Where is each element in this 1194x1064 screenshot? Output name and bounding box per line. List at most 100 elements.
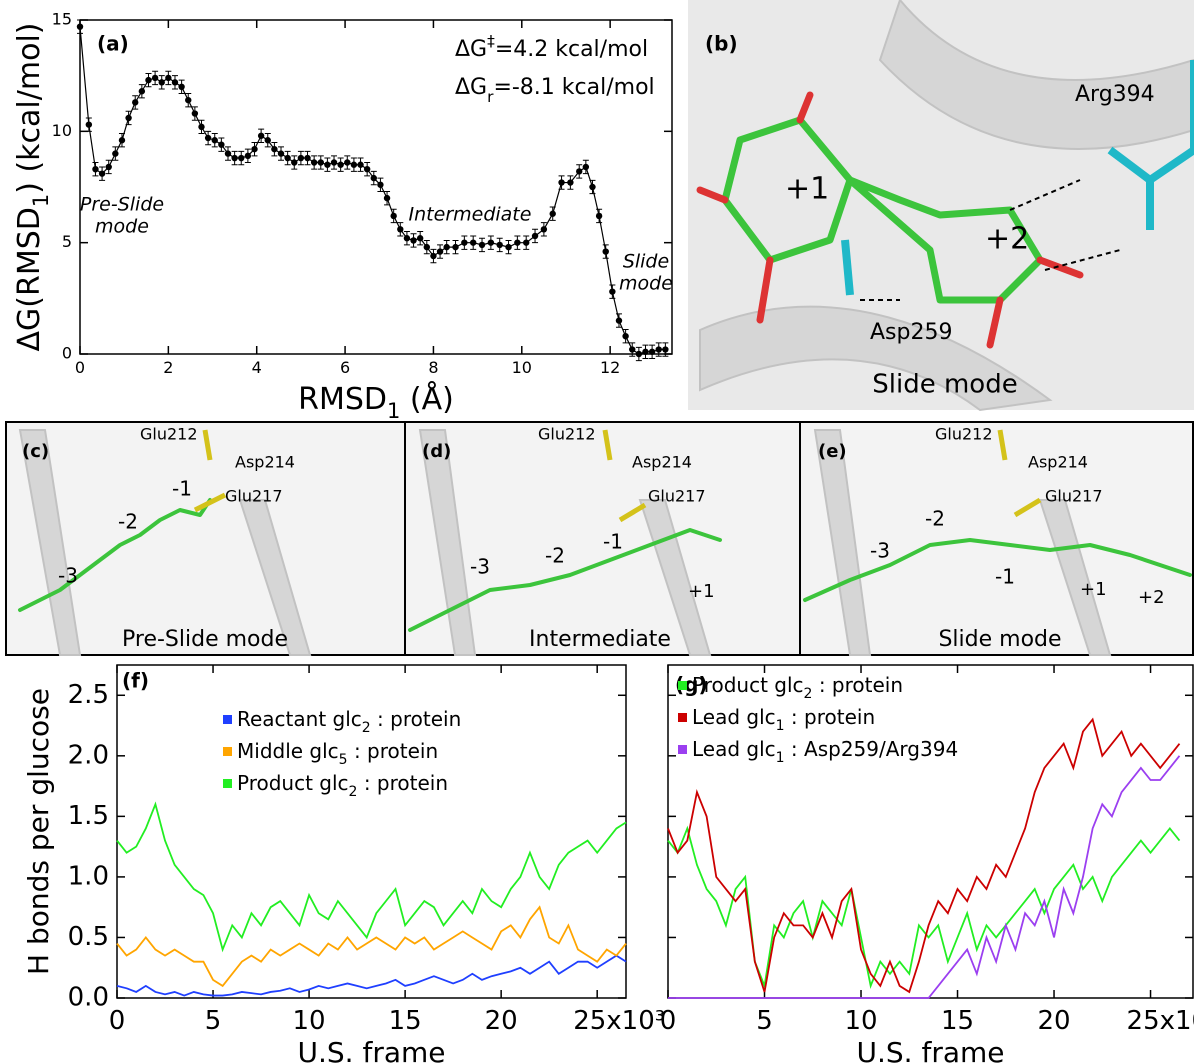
- residue-label: Arg394: [1075, 82, 1155, 107]
- y-tick-label: 0: [62, 344, 72, 363]
- legend-label-part: 5: [339, 752, 348, 768]
- legend-label-part: 1: [776, 718, 785, 734]
- data-point: [337, 162, 343, 168]
- legend-label-part: Lead glc: [692, 705, 776, 729]
- y-tick-label: 1.5: [68, 801, 109, 831]
- y-axis-label-part: 1: [29, 194, 53, 207]
- x-tick-label: 5: [756, 1006, 773, 1036]
- legend-label-part: 2: [804, 686, 813, 702]
- data-point: [523, 239, 529, 245]
- legend-label: Lead glc1 : Asp259/Arg394: [692, 737, 958, 767]
- annotation: Pre-Slide: [80, 194, 164, 216]
- y-axis-label: ΔG(RMSD1) (kcal/mol): [12, 23, 54, 352]
- data-point: [198, 124, 204, 130]
- x-tick-label: 20: [485, 1006, 518, 1036]
- image-caption: Pre-Slide mode: [122, 627, 288, 652]
- legend-label-part: Middle glc: [237, 739, 339, 763]
- legend-swatch: [678, 681, 687, 690]
- residue-label: Asp214: [632, 453, 692, 472]
- legend-swatch: [223, 747, 232, 756]
- data-point: [324, 162, 330, 168]
- data-point: [430, 253, 436, 259]
- series-line: [668, 828, 1179, 985]
- data-point: [159, 79, 165, 85]
- data-point: [558, 179, 564, 185]
- residue-label: -1: [603, 530, 623, 554]
- data-point: [139, 88, 145, 94]
- data-point: [258, 133, 264, 139]
- data-point: [532, 233, 538, 239]
- residue-label: +2: [1138, 587, 1165, 608]
- panel-label: (d): [422, 441, 451, 462]
- data-point: [567, 179, 573, 185]
- annotation-part: =-8.1 kcal/mol: [493, 75, 654, 100]
- data-point: [461, 239, 467, 245]
- data-point: [165, 75, 171, 81]
- data-point: [291, 159, 297, 165]
- data-point: [397, 226, 403, 232]
- data-point: [357, 162, 363, 168]
- x-tick-label: 20: [1037, 1006, 1070, 1036]
- legend-label: Reactant glc2 : protein: [237, 707, 461, 737]
- legend-label-part: 2: [362, 720, 371, 736]
- x-axis-label-part: (Å): [400, 381, 453, 417]
- legend-label-part: : protein: [785, 705, 876, 729]
- y-tick-label: 0.0: [68, 983, 109, 1013]
- x-axis-label-part: 1: [387, 399, 400, 423]
- residue-label: Glu217: [225, 487, 283, 506]
- data-point: [576, 168, 582, 174]
- legend-label: Lead glc1 : protein: [692, 705, 875, 735]
- data-point: [390, 213, 396, 219]
- data-point: [443, 244, 449, 250]
- data-point: [377, 182, 383, 188]
- data-point: [304, 155, 310, 161]
- data-point: [225, 150, 231, 156]
- data-point: [92, 166, 98, 172]
- legend-label-part: Lead glc: [692, 737, 776, 761]
- residue-label: Glu212: [538, 425, 596, 444]
- residue-label: +1: [785, 172, 829, 207]
- data-point: [622, 333, 628, 339]
- data-point: [596, 213, 602, 219]
- residue-label: -3: [58, 564, 78, 588]
- x-tick-label: 10: [293, 1006, 326, 1036]
- legend-label-part: : Asp259/Arg394: [785, 737, 959, 761]
- data-point: [371, 175, 377, 181]
- image-caption: Slide mode: [872, 370, 1017, 400]
- legend-label-part: Reactant glc: [237, 707, 362, 731]
- image-caption: Slide mode: [938, 627, 1061, 652]
- x-axis-label: U.S. frame: [298, 1036, 446, 1064]
- data-point: [77, 23, 83, 29]
- x-axis-label-part: RMSD: [298, 382, 387, 417]
- residue-label: Glu217: [1045, 487, 1103, 506]
- data-point: [636, 351, 642, 357]
- x-tick-label: 12: [600, 358, 620, 377]
- data-point: [212, 137, 218, 143]
- data-point: [119, 137, 125, 143]
- data-point: [178, 84, 184, 90]
- legend-label-part: : protein: [348, 739, 439, 763]
- x-tick-label: 25x10³: [1127, 1006, 1194, 1036]
- residue-label: -3: [470, 555, 490, 579]
- data-point: [404, 235, 410, 241]
- annotation: ΔG‡=4.2 kcal/mol: [455, 32, 648, 63]
- data-point: [662, 346, 668, 352]
- x-tick-label: 2: [163, 358, 173, 377]
- legend-swatch: [678, 745, 687, 754]
- data-point: [284, 155, 290, 161]
- data-point: [132, 99, 138, 105]
- data-point: [172, 79, 178, 85]
- data-point: [278, 150, 284, 156]
- data-point: [265, 137, 271, 143]
- x-tick-label: 5: [205, 1006, 222, 1036]
- annotation: mode: [619, 273, 673, 295]
- panel-c-image: [6, 422, 405, 655]
- x-tick-label: 25x10³: [573, 1006, 665, 1036]
- data-point: [541, 226, 547, 232]
- annotation: mode: [95, 216, 149, 238]
- y-tick-label: 2.5: [68, 680, 109, 710]
- residue-label: -1: [995, 565, 1015, 589]
- page: 024681012051015(a)RMSD1 (Å)ΔG(RMSD1) (kc…: [0, 0, 1194, 1064]
- legend-label-part: Product glc: [692, 673, 804, 697]
- residue-label: -2: [925, 507, 945, 531]
